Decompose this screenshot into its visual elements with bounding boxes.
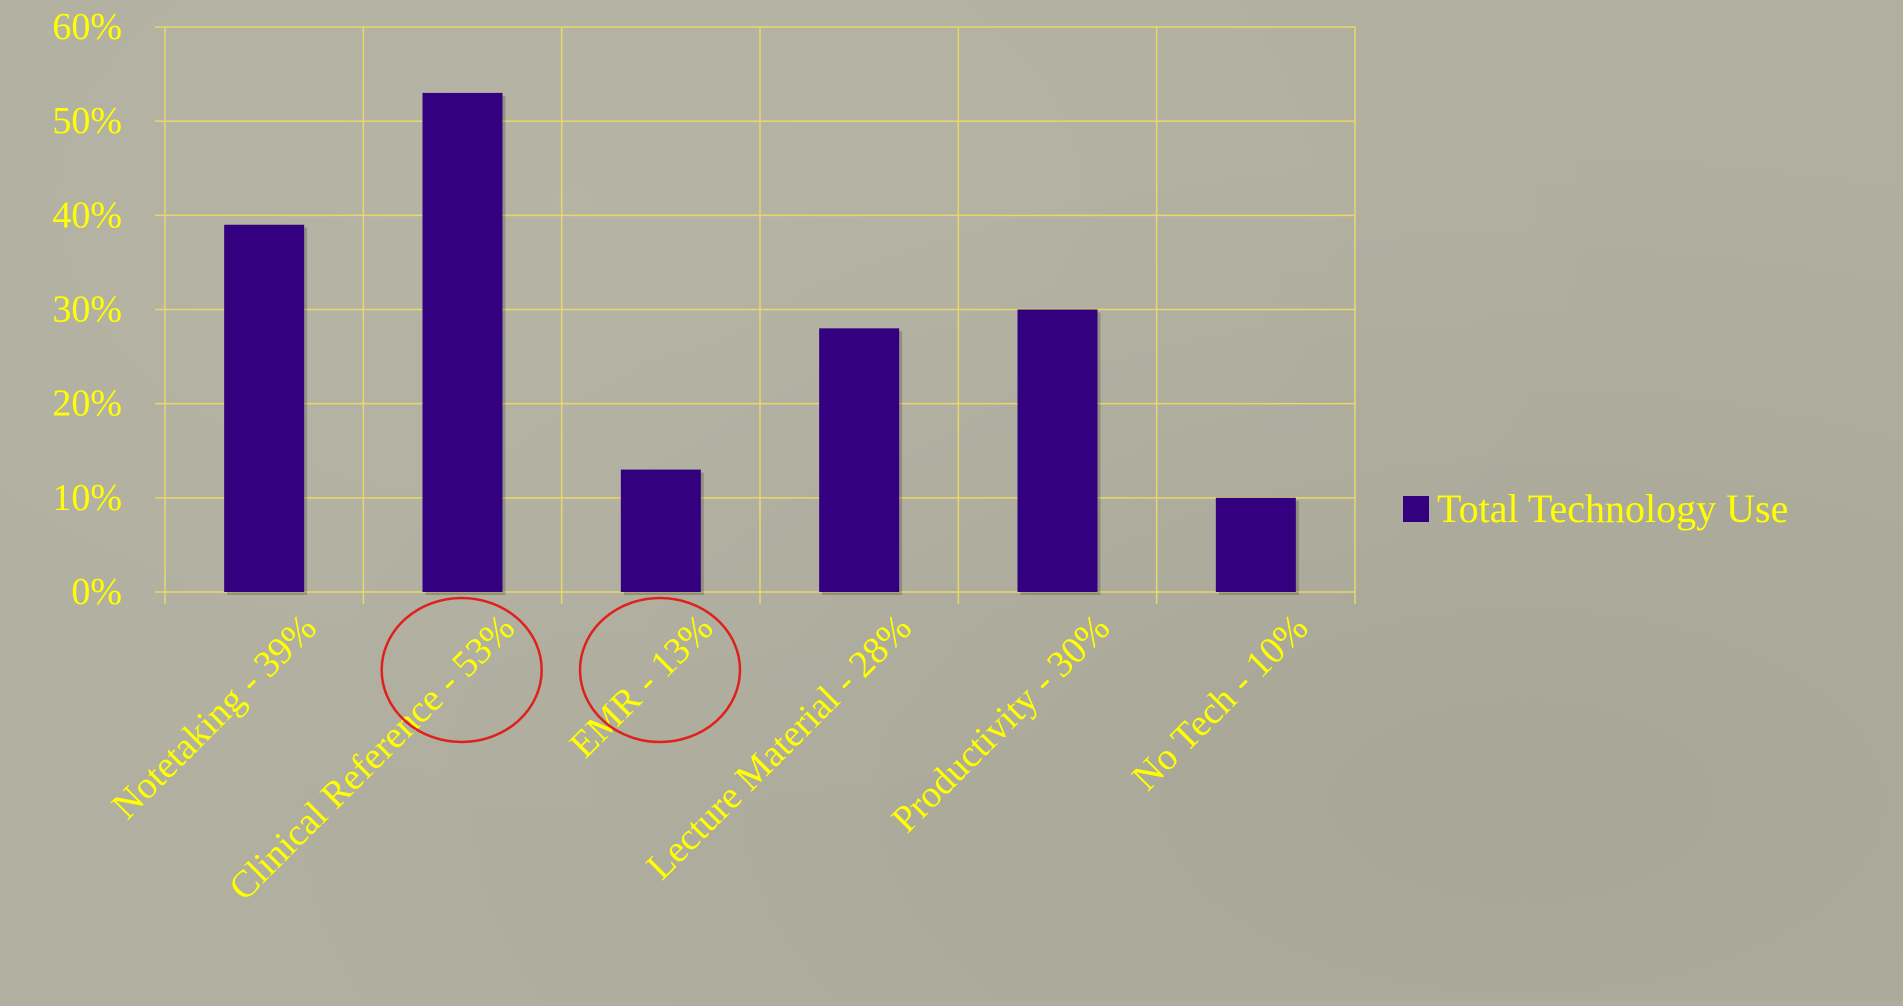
x-tick-label: No Tech - 10% <box>1124 607 1316 799</box>
x-axis-tick-labels: Notetaking - 39%Clinical Reference - 53%… <box>104 607 1316 909</box>
bar-layer <box>224 93 1299 595</box>
bar <box>1018 310 1098 593</box>
y-tick-label: 50% <box>52 100 122 142</box>
legend: Total Technology Use <box>1403 486 1788 531</box>
x-tick-label: Productivity - 30% <box>884 607 1118 841</box>
y-axis-tick-labels: 0% 10% 20% 30% 40% 50% 60% <box>52 6 122 613</box>
bar <box>621 470 701 592</box>
legend-swatch <box>1403 496 1429 522</box>
grid-layer <box>155 27 1355 604</box>
bar <box>819 328 899 592</box>
y-tick-label: 10% <box>52 477 122 519</box>
y-tick-label: 60% <box>52 6 122 48</box>
bar <box>1216 498 1296 592</box>
x-tick-label: EMR - 13% <box>562 607 722 767</box>
bar <box>423 93 503 592</box>
legend-label: Total Technology Use <box>1437 486 1788 531</box>
y-tick-label: 40% <box>52 194 122 236</box>
bar <box>224 225 304 592</box>
y-tick-label: 20% <box>52 383 122 425</box>
x-tick-label: Notetaking - 39% <box>104 607 325 828</box>
y-tick-label: 30% <box>52 289 122 331</box>
y-tick-label: 0% <box>71 571 122 613</box>
